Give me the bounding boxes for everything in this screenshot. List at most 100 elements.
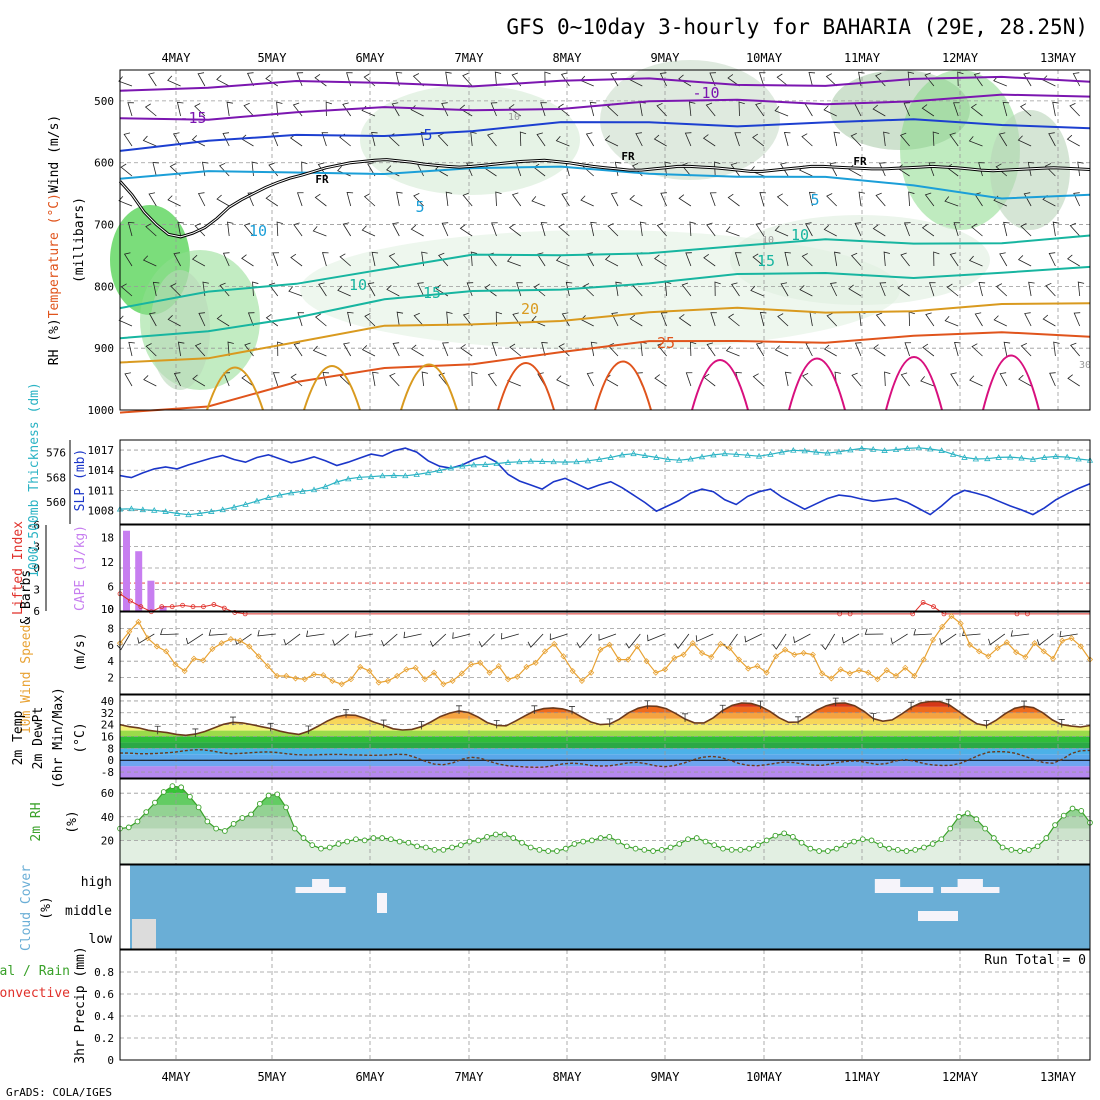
wind-barb: [944, 196, 959, 207]
lifted-index-point: [190, 604, 196, 610]
slp-tick: 1011: [88, 484, 115, 497]
wind-barb: [219, 282, 230, 297]
wind-barb: [1077, 281, 1085, 297]
precip-tick: 0: [107, 1054, 114, 1067]
rh-point: [1052, 822, 1058, 828]
wind-barb: [495, 311, 503, 327]
rh-point: [947, 825, 954, 832]
wind-barb: [265, 313, 279, 327]
temp-band: [120, 712, 1090, 719]
wind-speed-point: [283, 672, 290, 680]
wind-barb: [549, 633, 568, 641]
rh-point: [1069, 805, 1076, 812]
wind-barb: [527, 633, 544, 648]
wind-barb: [586, 372, 595, 387]
wind-barb: [372, 371, 379, 387]
wind-speed-point: [126, 628, 133, 635]
thickness-point: [961, 454, 968, 460]
wind-barb: [337, 165, 351, 177]
wind-barb: [1059, 630, 1078, 638]
minmax-ylabel: (6hr Min/Max): [51, 687, 66, 789]
wind-barb: [659, 72, 667, 87]
wind-barb: [290, 373, 303, 387]
wind-speed-point: [569, 667, 576, 675]
wind-barb: [396, 191, 403, 207]
lifted-index-point: [920, 600, 926, 605]
wind-barb: [167, 75, 181, 87]
pressure-tick: 900: [94, 342, 114, 355]
thickness-point: [402, 472, 409, 479]
wind-speed-tick: 6: [107, 639, 114, 652]
rh-point: [370, 835, 377, 841]
rh-shading: [730, 215, 990, 305]
rh-ylabel: 2m RH: [29, 802, 44, 841]
wind-barb: [268, 282, 279, 297]
rh-point: [851, 838, 857, 845]
wind-barb: [208, 629, 228, 636]
wind-barb: [730, 162, 740, 177]
thickness-point: [299, 488, 306, 494]
high-cloud-gap: [974, 879, 983, 893]
rh-point: [449, 844, 455, 851]
wind-barb: [445, 191, 453, 207]
rh-point: [213, 825, 219, 832]
wind-barb: [783, 132, 791, 147]
wind-barb: [774, 345, 789, 357]
rh-point: [886, 845, 892, 852]
wind-barb: [808, 191, 816, 207]
thickness-point: [984, 455, 991, 462]
wind-barb: [848, 284, 862, 297]
wind-barb: [738, 101, 745, 117]
wind-barb: [829, 162, 838, 177]
wind-barb: [968, 255, 983, 267]
surface-heat-contour: [400, 363, 458, 411]
wind-barb: [999, 372, 1008, 387]
barbs-label: & Barbs: [19, 570, 34, 625]
rh-point: [1078, 808, 1085, 814]
wind-barb: [854, 342, 862, 357]
wind-barb: [932, 131, 940, 147]
wind-barb: [127, 102, 134, 117]
rh-point: [790, 833, 796, 840]
rh-point: [125, 824, 132, 831]
wind-barb: [727, 74, 740, 87]
wind-barb: [306, 630, 325, 637]
thickness-point: [687, 455, 694, 462]
thickness-point: [949, 450, 957, 457]
wind-speed-point: [403, 666, 410, 673]
wind-barb: [968, 136, 983, 147]
wind-speed-point: [634, 643, 641, 650]
temp-band: [120, 724, 1090, 731]
wind-barb: [560, 72, 570, 87]
wind-barb: [875, 192, 886, 207]
rh-point: [755, 842, 761, 848]
wind-speed-point: [1003, 639, 1010, 646]
wind-barb: [858, 191, 866, 207]
rh-point: [746, 845, 753, 852]
pressure-tick: 600: [94, 157, 114, 170]
wind-barb: [152, 161, 159, 177]
wind-barb: [933, 251, 940, 267]
rh-point: [894, 846, 901, 853]
rh-point: [466, 838, 473, 845]
wind-barb: [325, 101, 332, 117]
rh-point: [1060, 812, 1067, 819]
wind-barb: [421, 371, 429, 387]
thickness-point: [892, 446, 900, 453]
thickness-point: [1018, 454, 1025, 461]
wind-barb: [148, 312, 157, 327]
wind-barb: [148, 72, 157, 87]
temp-minmax-marker: [908, 701, 915, 711]
wind-barb: [925, 312, 935, 327]
thickness-point: [345, 475, 352, 482]
wind-barb: [322, 371, 330, 387]
wind-barb: [635, 132, 643, 147]
temp-tick: -8: [101, 766, 114, 779]
temp-minmax-marker: [456, 705, 463, 714]
wind-speed-point: [486, 669, 493, 676]
rh-point: [361, 837, 368, 844]
wind-barb: [978, 281, 986, 297]
wind-speed-point: [209, 645, 216, 652]
temp-band: [120, 748, 1090, 755]
